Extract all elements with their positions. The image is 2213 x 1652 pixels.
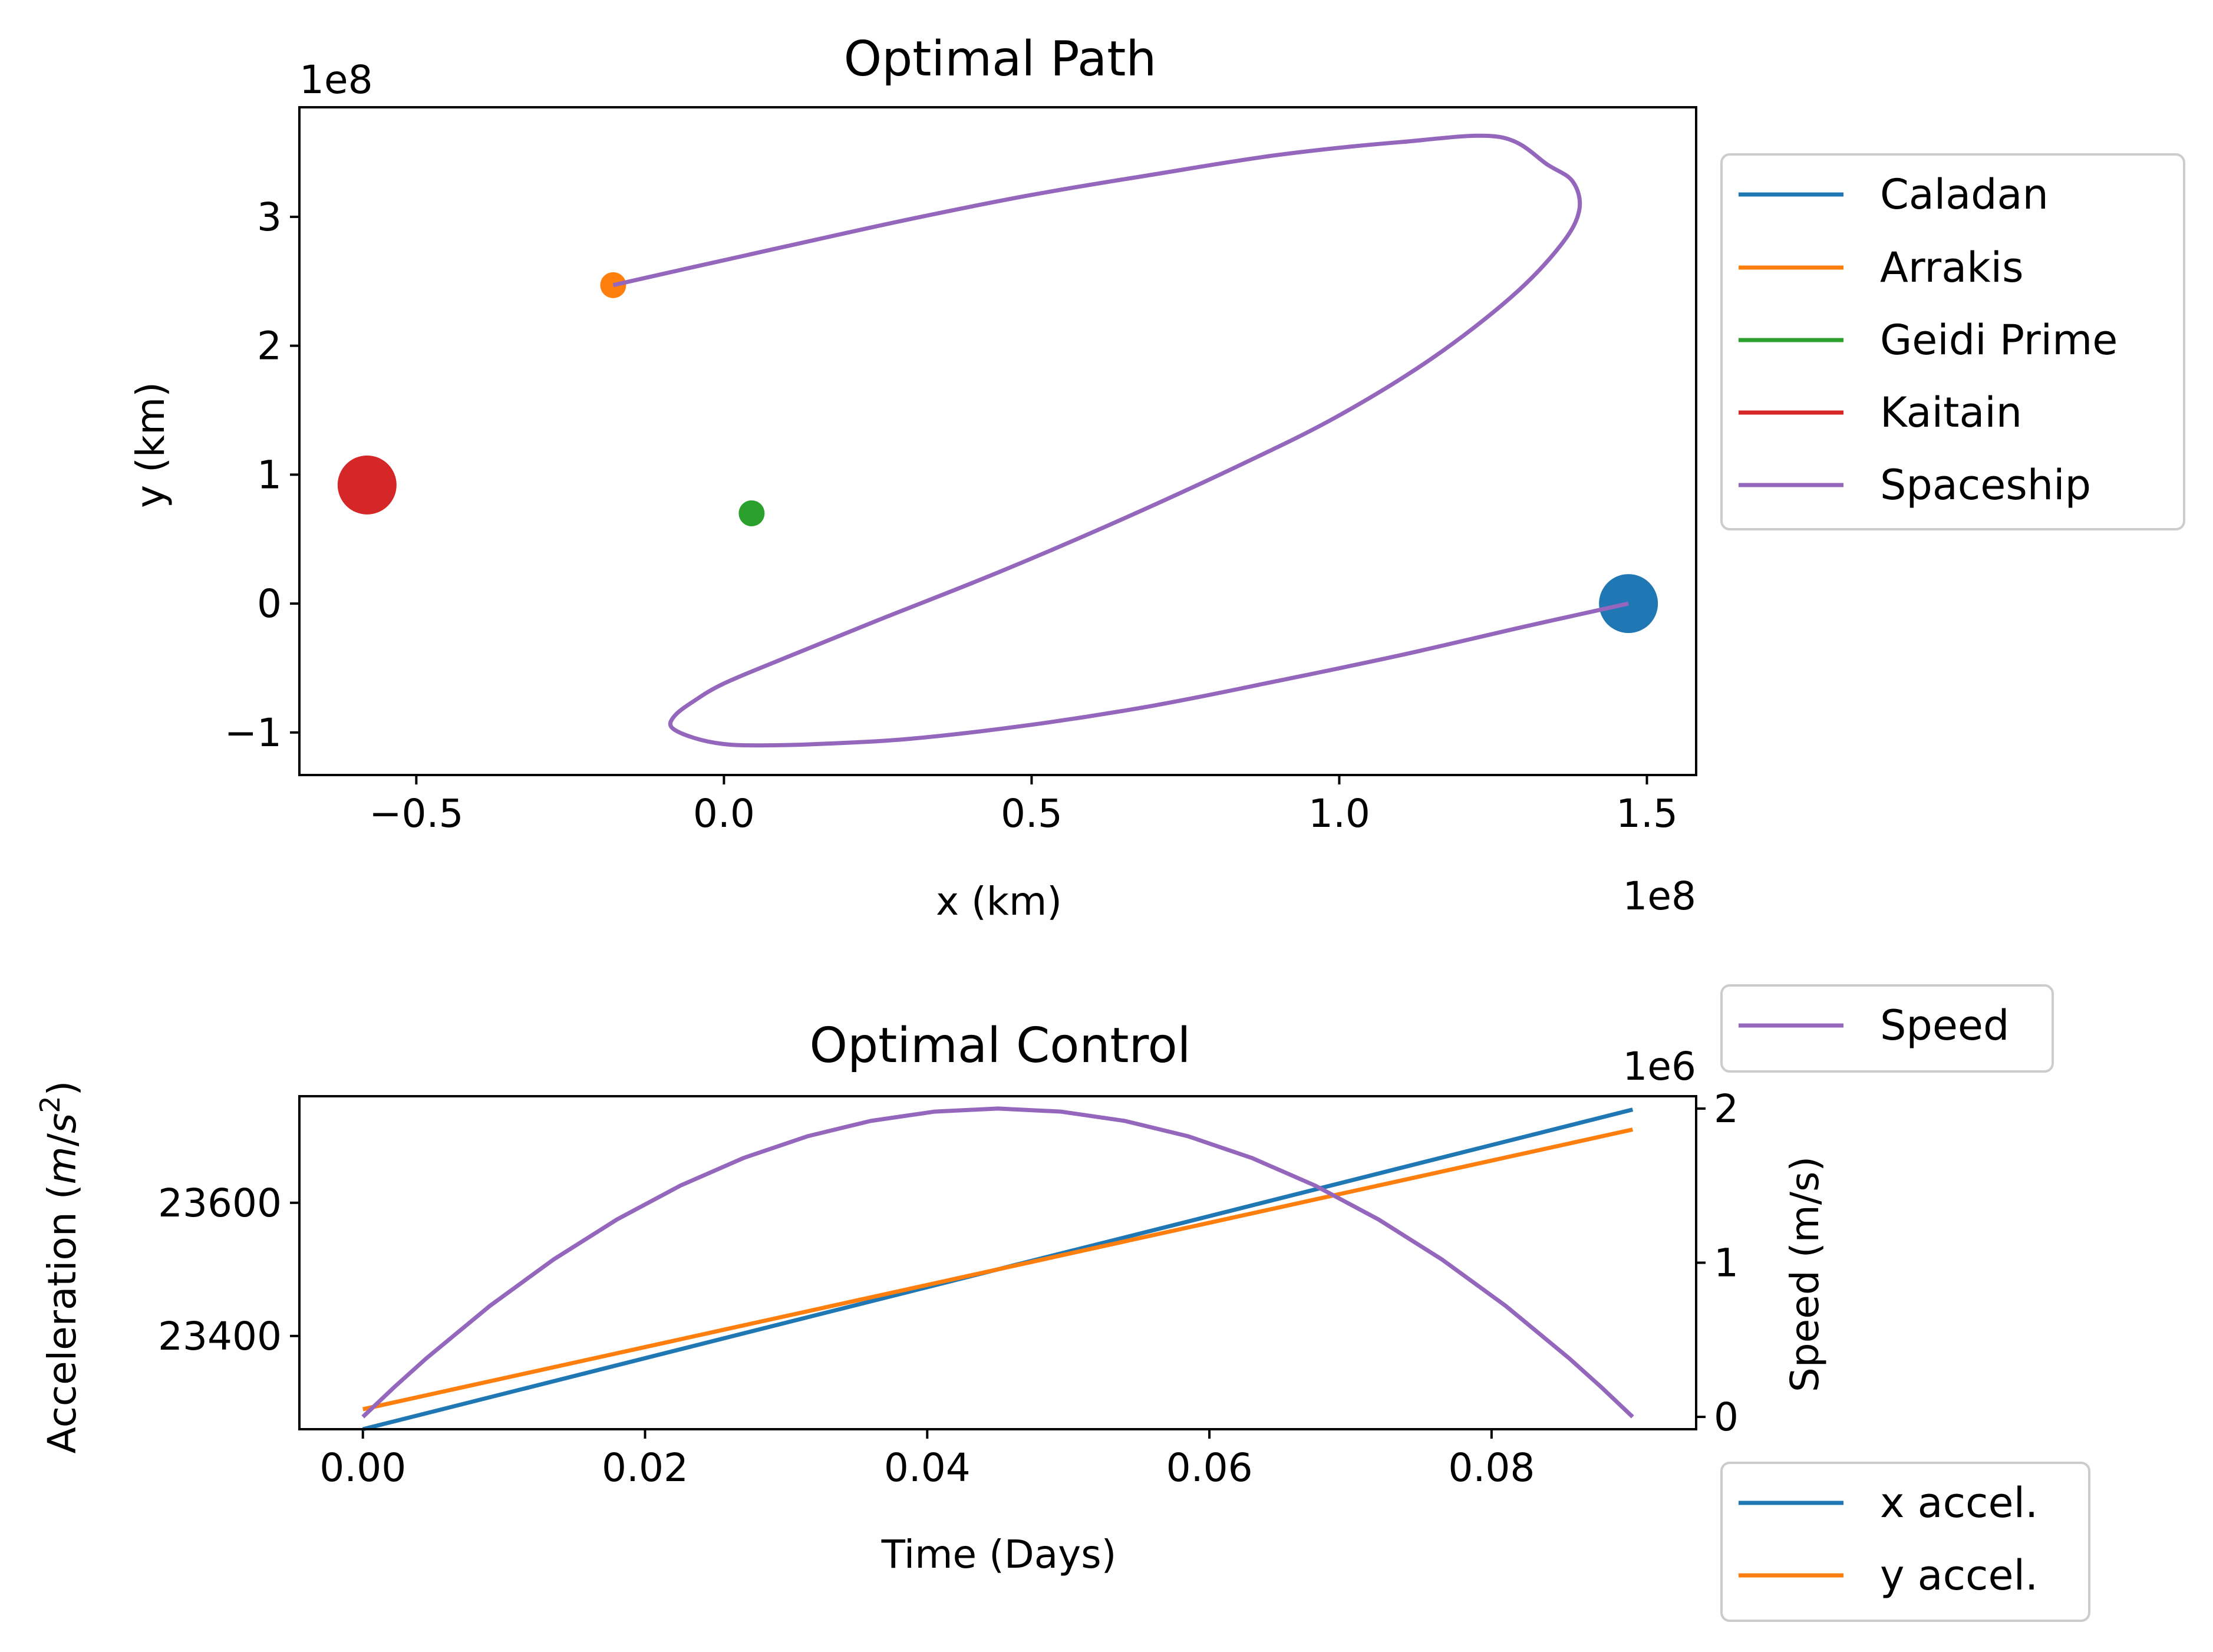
bottom-y-right-tick-label-1: 1 [1714, 1241, 1739, 1286]
bottom-x-tick-label-2: 0.04 [884, 1445, 971, 1491]
top-x-tick-label-1: 0.0 [693, 791, 755, 836]
legend-label-spaceship: Spaceship [1880, 461, 2091, 509]
top-x-axis-label: x (km) [936, 879, 1062, 924]
bottom-x-tick-label-1: 0.02 [602, 1445, 688, 1491]
top-plot-area [337, 133, 1658, 748]
bottom-y-right-tick-label-0: 0 [1714, 1394, 1739, 1440]
legend-label-y-accel: y accel. [1880, 1551, 2038, 1600]
bottom-y-axis-label: Acceleration (m/s2) [34, 1081, 85, 1454]
bottom-axis-ticks: 0.00 0.02 0.04 0.06 0.08 23400 23600 0 1 2 [158, 1086, 1739, 1491]
top-x-tick-label-0: −0.5 [369, 791, 463, 836]
optimal-control-panel: Optimal Control 1e6 Time (Days) Accelera… [34, 1018, 1828, 1577]
planet-geidi-prime [738, 500, 765, 526]
top-y-tick-label-3: 2 [257, 324, 282, 369]
series-line-speed [361, 1106, 1634, 1419]
bottom-y-tick-label-1: 23600 [158, 1181, 282, 1226]
bottom-y-tick-label-0: 23400 [158, 1314, 282, 1359]
bottom-y-right-offset-label: 1e6 [1622, 1044, 1696, 1089]
planet-caladan [1599, 574, 1658, 634]
top-y-tick-label-2: 1 [257, 452, 282, 497]
top-chart-title: Optimal Path [844, 31, 1157, 87]
optimal-path-panel: Optimal Path 1e8 1e8 x (km) y (km) −0.5 0… [128, 31, 1697, 924]
bottom-y-right-axis-label: Speed (m/s) [1782, 1156, 1828, 1392]
bottom-chart-title: Optimal Control [810, 1018, 1191, 1074]
top-y-tick-label-1: 0 [257, 581, 282, 626]
top-y-axis-label: y (km) [128, 382, 173, 508]
bottom-x-tick-label-4: 0.08 [1448, 1445, 1535, 1491]
top-x-tick-label-2: 0.5 [1001, 791, 1063, 836]
top-y-tick-label-4: 3 [257, 194, 282, 240]
legend-label-speed: Speed [1880, 1001, 2009, 1050]
acceleration-legend: x accel. y accel. [1720, 1462, 2090, 1622]
legend-label-caladan: Caladan [1880, 170, 2049, 219]
planet-kaitain [337, 455, 397, 515]
top-axes-frame [298, 106, 1697, 776]
bottom-plot-area [361, 1106, 1634, 1432]
legend-label-arrakis: Arrakis [1880, 243, 2024, 292]
bottom-x-tick-label-0: 0.00 [319, 1445, 406, 1491]
top-y-offset-label: 1e8 [299, 57, 373, 103]
series-line-y-accel [362, 1127, 1634, 1412]
top-y-tick-label-0: −1 [225, 710, 282, 756]
legend-label-kaitain: Kaitain [1880, 388, 2022, 437]
series-line-spaceship [612, 133, 1629, 748]
bottom-x-axis-label: Time (Days) [881, 1532, 1117, 1577]
speed-legend-box [1720, 984, 2054, 1073]
speed-legend: Speed [1720, 984, 2054, 1073]
top-legend: Caladan Arrakis Geidi Prime Kaitain Spac… [1720, 153, 2185, 530]
legend-label-geidi-prime: Geidi Prime [1880, 316, 2118, 364]
top-x-tick-label-3: 1.0 [1308, 791, 1370, 836]
bottom-axes-frame [298, 1095, 1697, 1430]
bottom-y-right-tick-label-2: 2 [1714, 1086, 1739, 1132]
bottom-x-tick-label-3: 0.06 [1166, 1445, 1253, 1491]
top-x-tick-label-4: 1.5 [1616, 791, 1678, 836]
top-axis-ticks: −0.5 0.0 0.5 1.0 1.5 −1 0 1 2 3 [225, 194, 1678, 836]
legend-label-x-accel: x accel. [1880, 1479, 2038, 1527]
top-legend-box [1720, 153, 2185, 530]
top-x-offset-label: 1e8 [1622, 873, 1696, 919]
